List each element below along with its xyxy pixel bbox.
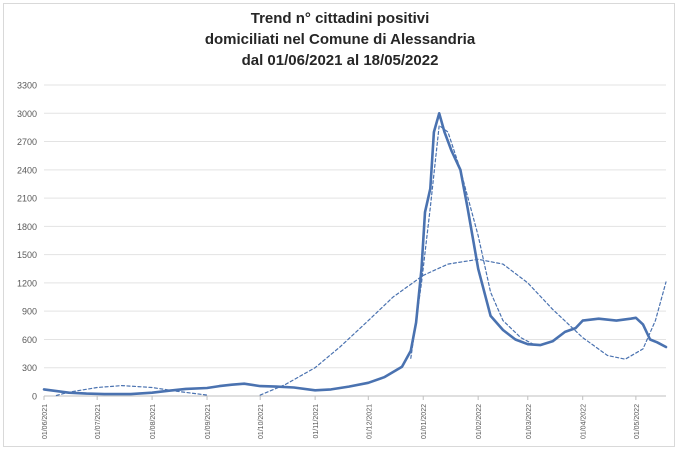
trendline-series-1 xyxy=(55,385,208,397)
y-tick-label: 900 xyxy=(22,307,37,317)
x-tick-label: 01/11/2021 xyxy=(313,404,320,439)
y-tick-label: 1500 xyxy=(17,250,37,260)
y-tick-label: 1200 xyxy=(17,278,37,288)
x-tick-label: 01/01/2022 xyxy=(421,404,428,439)
data-series-0 xyxy=(42,112,668,396)
y-tick-label: 300 xyxy=(22,363,37,373)
y-tick-label: 0 xyxy=(32,392,37,402)
x-tick-label: 01/08/2021 xyxy=(150,404,157,439)
chart-title: Trend n° cittadini positivi domiciliati … xyxy=(0,8,680,71)
y-tick-label: 2400 xyxy=(17,165,37,175)
y-tick-label: 1800 xyxy=(17,222,37,232)
chart-title-line-1: Trend n° cittadini positivi xyxy=(250,10,430,27)
x-tick-label: 01/07/2021 xyxy=(95,404,102,439)
chart-frame xyxy=(3,3,675,447)
y-tick-label: 2700 xyxy=(17,137,37,147)
x-tick-label: 01/05/2022 xyxy=(634,404,641,439)
trendline-series-3 xyxy=(410,124,536,359)
x-tick-label: 01/04/2022 xyxy=(581,404,588,439)
chart-title-line-3: dal 01/06/2021 al 18/05/2022 xyxy=(241,52,439,69)
x-tick-label: 01/09/2021 xyxy=(205,404,212,439)
x-tick-label: 01/06/2021 xyxy=(42,404,49,439)
trendline-series-2 xyxy=(259,258,667,396)
x-tick-label: 01/12/2021 xyxy=(366,404,373,439)
y-tick-label: 3300 xyxy=(17,81,37,91)
x-tick-label: 01/03/2022 xyxy=(526,404,533,439)
y-tick-label: 600 xyxy=(22,335,37,345)
x-tick-label: 01/10/2021 xyxy=(258,404,265,439)
y-tick-label: 2100 xyxy=(17,194,37,204)
chart-title-line-2: domiciliati nel Comune di Alessandria xyxy=(204,31,476,48)
x-tick-label: 01/02/2022 xyxy=(476,404,483,439)
y-tick-label: 3000 xyxy=(17,109,37,119)
